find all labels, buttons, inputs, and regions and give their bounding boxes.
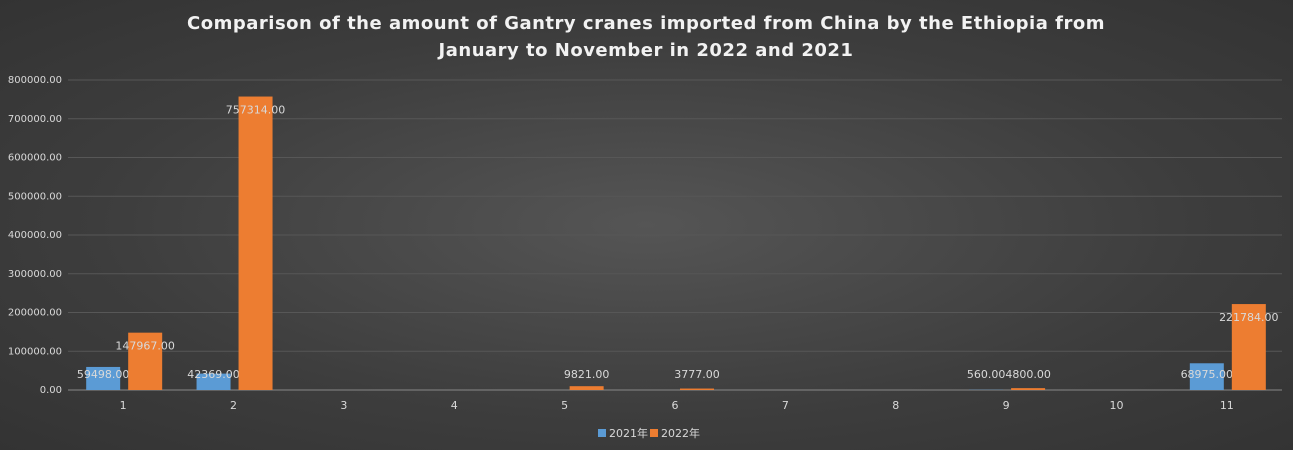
x-tick-label: 6: [672, 399, 679, 412]
x-tick-label: 5: [561, 399, 568, 412]
y-tick-label: 200000.00: [8, 308, 62, 319]
y-tick-label: 500000.00: [8, 191, 62, 202]
x-tick-label: 8: [892, 399, 899, 412]
x-tick-label: 3: [340, 399, 347, 412]
value-label: 68975.00: [1181, 368, 1234, 381]
value-label: 221784.00: [1219, 311, 1279, 324]
value-label: 42369.00: [187, 368, 240, 381]
bar: [86, 366, 121, 390]
y-tick-label: 700000.00: [8, 114, 62, 125]
x-tick-label: 7: [782, 399, 789, 412]
legend-swatch: [650, 429, 658, 437]
y-tick-label: 600000.00: [8, 153, 62, 164]
value-label: 4800.00: [1005, 368, 1051, 381]
value-label: 9821.00: [564, 368, 610, 381]
x-tick-label: 11: [1220, 399, 1234, 412]
x-tick-label: 9: [1003, 399, 1010, 412]
bar: [196, 373, 231, 390]
bar: [569, 386, 604, 390]
value-label: 757314.00: [226, 104, 286, 117]
value-label: 560.00: [967, 368, 1006, 381]
bar: [1231, 304, 1266, 390]
x-tick-label: 2: [230, 399, 237, 412]
y-tick-label: 800000.00: [8, 75, 62, 86]
value-label: 147967.00: [115, 340, 175, 353]
x-tick-label: 4: [451, 399, 458, 412]
value-label: 59498.00: [77, 368, 130, 381]
bar: [128, 332, 163, 390]
bar: [1011, 388, 1046, 390]
y-tick-label: 100000.00: [8, 346, 62, 357]
legend-label: 2022年: [661, 426, 700, 440]
bar: [680, 388, 714, 390]
y-tick-label: 0.00: [40, 385, 62, 396]
chart-title: Comparison of the amount of Gantry crane…: [187, 13, 1105, 61]
value-label: 3777.00: [674, 368, 720, 381]
y-tick-label: 400000.00: [8, 230, 62, 241]
bar: [238, 96, 273, 390]
y-tick-label: 300000.00: [8, 269, 62, 280]
legend-label: 2021年: [609, 426, 648, 440]
x-tick-label: 10: [1109, 399, 1123, 412]
bar: [1189, 363, 1224, 390]
x-tick-label: 1: [120, 399, 127, 412]
legend-swatch: [598, 429, 606, 437]
